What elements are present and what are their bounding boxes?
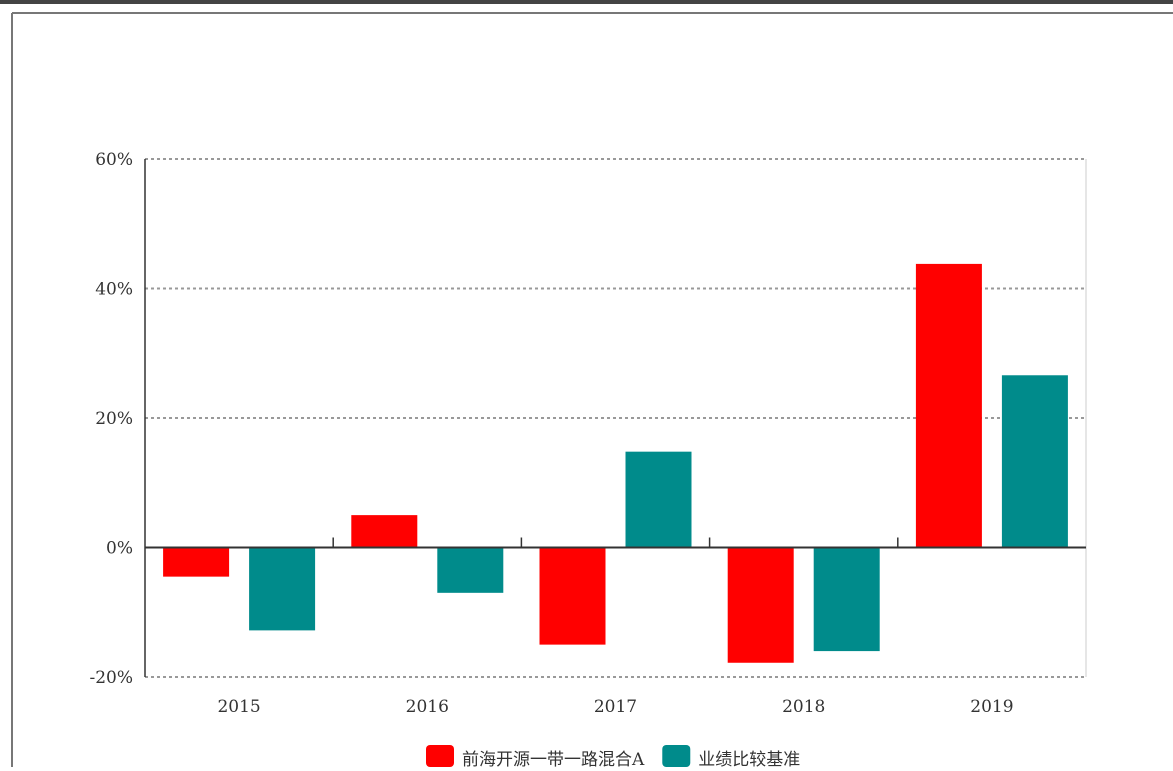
- legend-label: 前海开源一带一路混合A: [462, 750, 645, 767]
- legend-swatch: [662, 745, 691, 767]
- legend-swatch: [426, 745, 454, 767]
- bar-2017-series-1: [539, 547, 606, 645]
- y-tick-label: -20%: [89, 668, 133, 688]
- bar-2016-series-1: [351, 515, 418, 548]
- plot-area: -20% 0% 20% 40% 60% 2015 2016 2017 2018 2019: [89, 150, 1087, 717]
- legend-label: 业绩比较基准: [698, 750, 800, 767]
- bar-2018-series-2: [813, 547, 880, 652]
- bar-2017-series-2: [625, 451, 692, 548]
- bar-2019-series-2: [1001, 375, 1068, 548]
- x-tick-label: 2015: [217, 697, 260, 717]
- bar-2015-series-2: [249, 547, 316, 631]
- y-tick-label: 20%: [95, 409, 133, 429]
- y-tick-label: 60%: [95, 150, 133, 170]
- x-tick-label: 2016: [406, 697, 449, 717]
- y-tick-label: 0%: [106, 539, 133, 559]
- y-tick-label: 40%: [95, 280, 133, 300]
- x-tick-label: 2019: [970, 697, 1013, 717]
- legend: 前海开源一带一路混合A 业绩比较基准: [426, 745, 800, 770]
- bar-2016-series-2: [437, 547, 504, 593]
- bar-2015-series-1: [163, 547, 230, 577]
- bar-2018-series-1: [727, 547, 794, 663]
- x-tick-label: 2018: [782, 697, 825, 717]
- bar-2019-series-1: [915, 263, 982, 548]
- x-tick-label: 2017: [594, 697, 637, 717]
